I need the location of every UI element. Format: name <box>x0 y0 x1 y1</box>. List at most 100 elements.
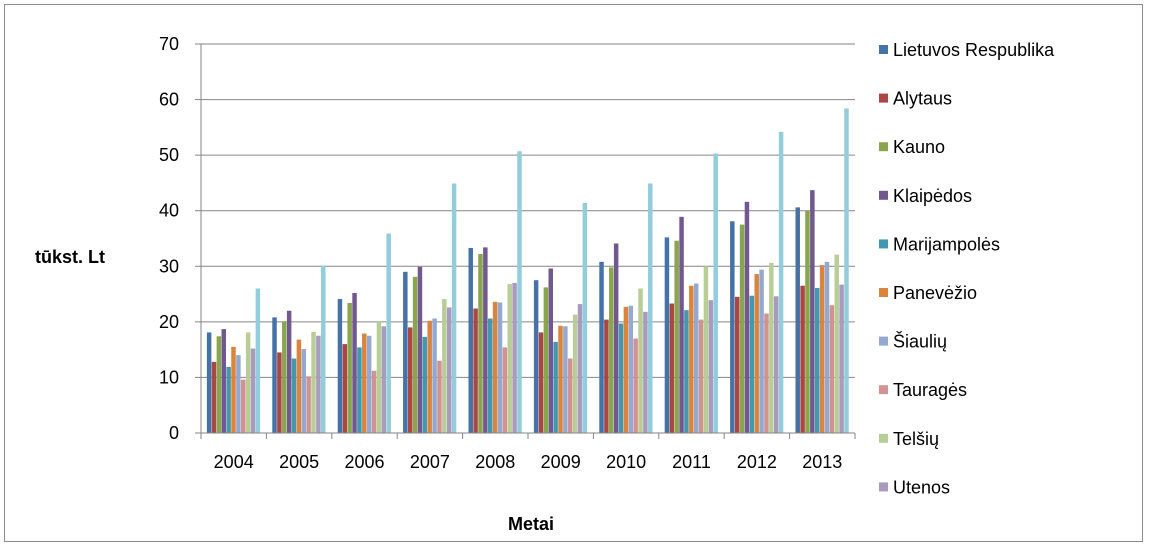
legend-entry: Šiaulių <box>879 331 947 352</box>
legend-label: Šiaulių <box>893 331 947 352</box>
y-tick-label: 40 <box>159 201 179 221</box>
legend-swatch <box>879 93 888 103</box>
y-tick-labels: 0 10 20 30 40 50 60 70 <box>159 34 179 443</box>
bar <box>362 333 367 433</box>
bar <box>492 301 498 433</box>
bar <box>599 261 604 433</box>
bar <box>769 262 774 433</box>
bar <box>638 288 643 433</box>
bar <box>563 326 568 433</box>
legend-label: Lietuvos Respublika <box>893 40 1055 60</box>
bar <box>824 261 830 433</box>
bar <box>412 276 418 433</box>
bar <box>451 183 457 433</box>
legend: Lietuvos Respublika Alytaus Kauno Klaipėdos… <box>879 40 1055 497</box>
x-tick-labels: 2004 2005 2006 2007 2008 2009 2010 2011 2012 2013 <box>214 452 843 472</box>
bar <box>553 341 558 433</box>
x-tick-label: 2012 <box>737 452 777 472</box>
axes <box>195 43 856 439</box>
x-tick-label: 2007 <box>410 452 450 472</box>
legend-entry: Telšių <box>879 429 939 449</box>
legend-swatch <box>879 288 888 297</box>
bar <box>582 202 588 433</box>
bar <box>548 268 553 433</box>
y-tick-label: 50 <box>159 145 179 165</box>
bar <box>226 366 231 433</box>
bar <box>473 308 478 433</box>
x-tick-label: 2004 <box>214 452 254 472</box>
bar <box>381 326 387 433</box>
legend-swatch <box>879 45 888 54</box>
legend-entry: Kauno <box>879 137 945 157</box>
bar <box>572 314 578 433</box>
legend-swatch <box>879 239 888 249</box>
bar <box>502 347 508 433</box>
y-tick-label: 30 <box>159 256 179 276</box>
bar <box>296 339 302 433</box>
legend-entry: Tauragės <box>879 380 967 400</box>
x-tick-label: 2013 <box>802 452 842 472</box>
y-tick-label: 60 <box>159 90 179 110</box>
bar <box>483 247 488 433</box>
bar <box>221 329 226 433</box>
bar <box>347 302 352 433</box>
bar <box>357 347 362 433</box>
legend-label: Alytaus <box>893 89 952 109</box>
bar <box>255 288 261 433</box>
bar <box>604 319 609 433</box>
legend-label: Kauno <box>893 137 945 157</box>
bar <box>417 266 423 433</box>
bar <box>734 296 740 433</box>
bar <box>478 254 483 433</box>
bar <box>277 352 282 433</box>
bar <box>432 318 437 433</box>
bar <box>577 304 583 433</box>
bar <box>829 305 835 433</box>
legend-label: Panevėžio <box>893 283 977 303</box>
bar <box>754 274 759 433</box>
legend-label: Utenos <box>893 477 950 497</box>
chart-frame: 0 10 20 30 40 50 60 70 2004 2005 2006 2007 2008 2009… <box>4 4 1143 542</box>
bar <box>805 210 810 433</box>
x-axis-title: Metai <box>508 514 554 534</box>
y-axis-title: tūkst. Lt <box>35 247 105 267</box>
legend-entry: Lietuvos Respublika <box>879 40 1055 60</box>
legend-swatch <box>879 385 888 395</box>
bar <box>684 310 689 433</box>
legend-entry: Utenos <box>879 477 950 497</box>
bar <box>403 271 408 433</box>
legend-entry: Marijampolės <box>879 234 1000 254</box>
bar <box>291 358 297 433</box>
bar <box>795 207 800 433</box>
bar <box>568 358 573 433</box>
x-tick-label: 2005 <box>279 452 319 472</box>
bar <box>739 224 745 433</box>
legend-entry: Alytaus <box>879 89 952 109</box>
bar <box>613 243 619 433</box>
bar <box>749 295 755 433</box>
bar <box>216 336 222 433</box>
bar <box>376 321 382 433</box>
bar <box>442 299 447 433</box>
bar <box>708 300 714 433</box>
bar <box>674 240 679 433</box>
bar <box>648 183 653 433</box>
bar <box>800 285 805 433</box>
bar <box>844 108 849 434</box>
bar <box>703 266 709 433</box>
bar <box>286 310 292 433</box>
bar <box>231 346 236 433</box>
bar <box>778 131 784 434</box>
bar <box>713 153 718 434</box>
bar <box>698 319 704 433</box>
bar <box>744 201 750 433</box>
bar <box>623 306 629 433</box>
bar <box>245 332 251 433</box>
bar <box>693 283 699 433</box>
legend-label: Tauragės <box>893 380 967 400</box>
bar <box>543 287 549 433</box>
bar <box>679 216 684 433</box>
bar <box>507 284 512 433</box>
bar <box>282 321 287 433</box>
bar <box>609 267 614 433</box>
